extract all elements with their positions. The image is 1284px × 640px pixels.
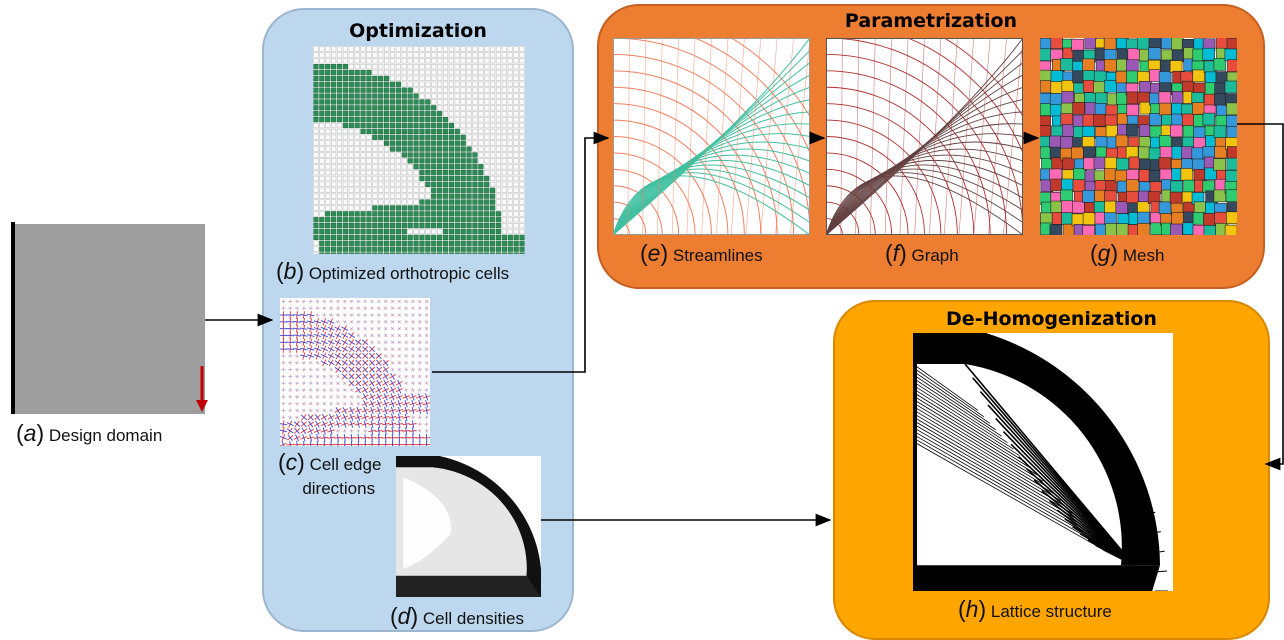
arrow-c-to-streamlines <box>432 138 608 372</box>
arrow-g-to-lattice <box>1237 124 1283 464</box>
